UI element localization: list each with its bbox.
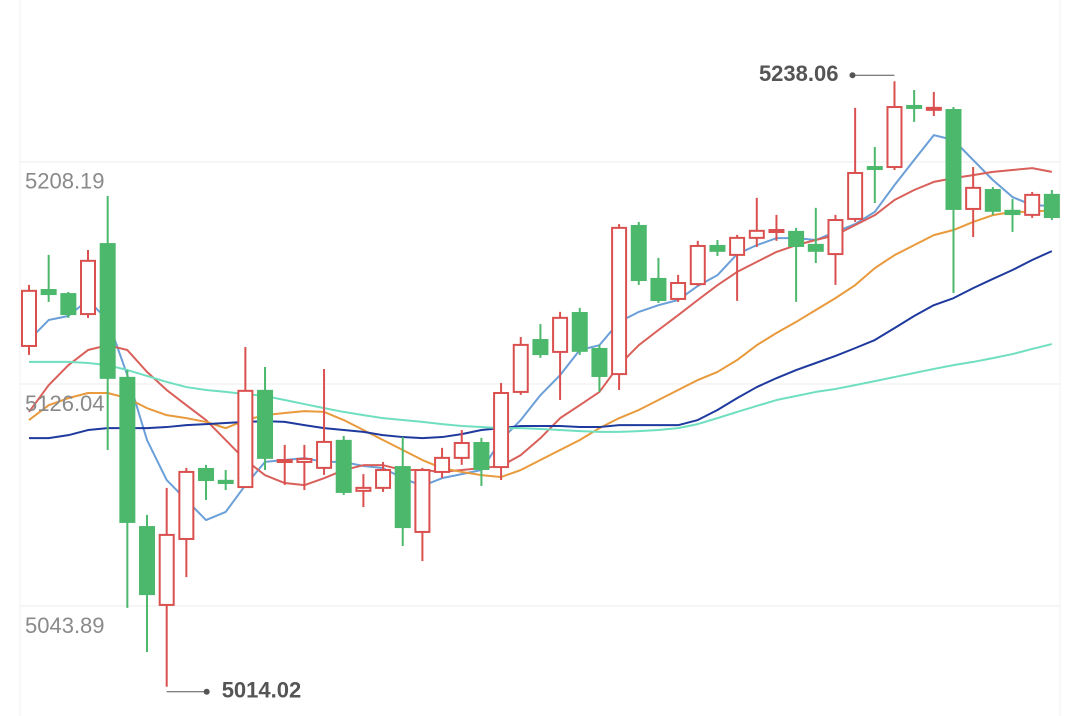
candle-body bbox=[40, 289, 57, 296]
candle-body bbox=[768, 229, 785, 234]
candle-body bbox=[60, 293, 77, 316]
candle-body bbox=[375, 469, 392, 489]
candle-body bbox=[198, 467, 215, 482]
ma-line bbox=[28, 134, 1052, 522]
candle-body bbox=[886, 106, 903, 169]
candle-body bbox=[709, 244, 726, 252]
candle-body bbox=[296, 457, 313, 463]
annotation-dot bbox=[849, 72, 856, 79]
candle-body bbox=[237, 389, 254, 489]
candle-body bbox=[512, 343, 529, 393]
labels: 5208.19 5126.04 5043.89 5238.06 5014.02 bbox=[25, 61, 895, 703]
y-tick-label: 5208.19 bbox=[25, 169, 105, 194]
candle-body bbox=[650, 277, 667, 302]
candle-body bbox=[611, 226, 628, 376]
candle-body bbox=[80, 259, 97, 316]
y-tick-label: 5043.89 bbox=[25, 613, 105, 638]
candle-body bbox=[434, 456, 451, 473]
moving-averages bbox=[28, 134, 1053, 522]
candle-body bbox=[355, 486, 372, 492]
candle-body bbox=[473, 442, 490, 470]
candle-body bbox=[139, 526, 156, 596]
candle-body bbox=[414, 469, 431, 533]
candles bbox=[21, 81, 1060, 687]
candle-body bbox=[571, 311, 588, 352]
candle-body bbox=[748, 229, 765, 239]
candle-body bbox=[866, 166, 883, 171]
candle-body bbox=[965, 186, 982, 210]
candle-body bbox=[945, 109, 962, 210]
candle-body bbox=[453, 442, 470, 459]
candle-body bbox=[394, 466, 411, 529]
candle-body bbox=[217, 479, 234, 485]
candle-body bbox=[552, 316, 569, 353]
candle-body bbox=[630, 224, 647, 282]
candle-body bbox=[788, 230, 805, 247]
candle-body bbox=[827, 219, 844, 256]
candle-body bbox=[670, 281, 687, 300]
candle-body bbox=[807, 243, 824, 252]
candle-body bbox=[925, 106, 942, 111]
candle-body bbox=[729, 236, 746, 256]
candle-body bbox=[984, 189, 1001, 212]
annotation-label: 5014.02 bbox=[222, 678, 302, 703]
candle-body bbox=[1043, 193, 1060, 219]
candle-body bbox=[689, 244, 706, 286]
candle-body bbox=[493, 392, 510, 469]
ma-line bbox=[29, 250, 1053, 440]
ma-line bbox=[28, 167, 1053, 487]
candle-body bbox=[178, 470, 195, 540]
candle-body bbox=[591, 347, 608, 377]
candle-body bbox=[119, 376, 136, 523]
candle-body bbox=[1024, 193, 1041, 216]
candle-body bbox=[532, 339, 549, 356]
candle-body bbox=[906, 104, 923, 109]
candle-body bbox=[99, 243, 116, 379]
annotation-dot bbox=[203, 688, 210, 695]
candle-body bbox=[847, 171, 864, 220]
candle-body bbox=[21, 289, 37, 347]
ma-line bbox=[28, 209, 1052, 479]
candle-body bbox=[158, 533, 175, 606]
candle-body bbox=[1004, 209, 1021, 216]
candle-body bbox=[335, 439, 352, 493]
ma-line bbox=[29, 343, 1053, 433]
candle-body bbox=[276, 459, 293, 464]
candle-body bbox=[316, 440, 333, 469]
y-tick-label: 5126.04 bbox=[25, 391, 105, 416]
annotation-label: 5238.06 bbox=[759, 61, 839, 86]
candle-body bbox=[257, 389, 274, 459]
